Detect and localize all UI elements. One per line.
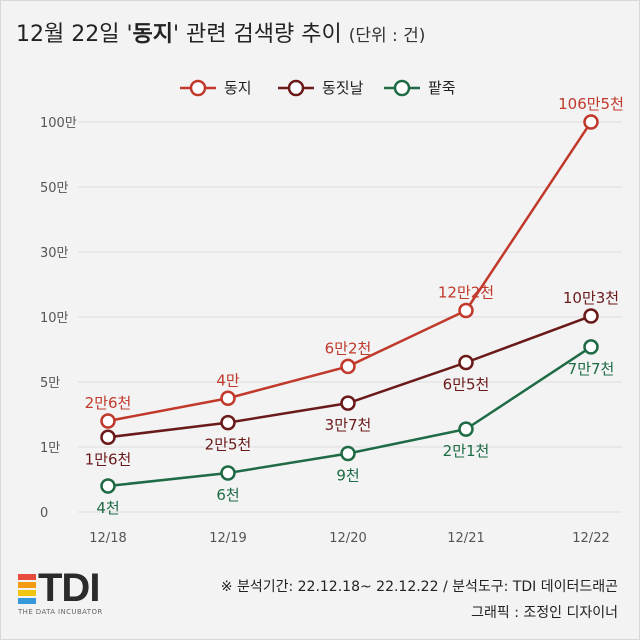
y-tick-label: 1만 [40,441,60,456]
data-label: 4만 [216,371,240,389]
logo-bar-3 [18,590,36,596]
y-tick-label: 5만 [40,376,60,391]
data-label: 2만6천 [85,394,132,412]
legend-marker [393,79,411,97]
y-tick-label: 100만 [40,116,77,131]
series-line [107,121,593,423]
logo-bar-2 [18,582,36,588]
title-keyword: 동지 [132,22,173,47]
data-point [458,302,474,319]
title-suffix: ' 관련 검색량 추이 [173,22,349,47]
data-point [340,445,356,462]
chart-title: 12월 22일 '동지' 관련 검색량 추이 (단위 : 건) [16,16,425,48]
legend-marker [287,79,305,97]
x-tick-label: 12/22 [572,531,609,546]
data-label: 6만5천 [443,376,490,394]
data-point [340,358,356,375]
data-point [100,429,116,445]
data-point [220,414,236,431]
data-label: 4천 [96,499,119,517]
title-prefix: 12월 22일 ' [16,22,133,47]
y-tick-label: 30만 [40,246,69,261]
data-point [340,395,356,411]
data-point [583,308,599,324]
data-point [220,465,236,481]
data-label: 2만5천 [205,436,252,454]
data-label: 6천 [216,486,239,504]
data-point [458,421,474,437]
data-point [458,354,474,371]
title-unit: (단위 : 건) [348,26,426,46]
data-label: 2만1천 [443,442,490,460]
x-tick-label: 12/20 [329,531,366,546]
tdi-logo: TDI THE DATA INCUBATOR [18,566,128,622]
data-point [100,413,116,429]
logo-tagline: THE DATA INCUBATOR [18,608,103,616]
designer-credit: 그래픽 : 조정인 디자이너 [471,605,618,621]
data-label: 106만5천 [558,95,624,113]
y-tick-label: 50만 [40,181,69,196]
data-label: 7만7천 [568,360,615,378]
data-label: 3만7천 [325,416,372,434]
data-label: 9천 [336,467,359,485]
x-tick-label: 12/21 [447,531,484,546]
y-tick-label: 0 [40,506,48,521]
data-label: 10만3천 [563,289,619,307]
logo-bar-4 [18,598,36,604]
logo-wordmark: TDI [38,566,100,610]
legend-label: 팥죽 [428,79,456,97]
data-point [100,478,116,494]
data-point [220,390,236,406]
data-label: 6만2천 [325,339,372,357]
data-point [583,114,599,130]
legend-label: 동짓날 [322,79,364,97]
x-tick-label: 12/19 [209,531,246,546]
source-note: ※ 분석기간: 22.12.18~ 22.12.22 / 분석도구: TDI 데… [220,579,618,595]
legend-marker [189,79,207,97]
legend-label: 동지 [224,79,252,97]
data-label: 1만6천 [85,450,132,468]
y-tick-label: 10만 [40,311,69,326]
data-point [583,339,599,355]
x-tick-label: 12/18 [89,531,126,546]
data-label: 12만2천 [438,284,494,302]
logo-bar-1 [18,574,36,580]
